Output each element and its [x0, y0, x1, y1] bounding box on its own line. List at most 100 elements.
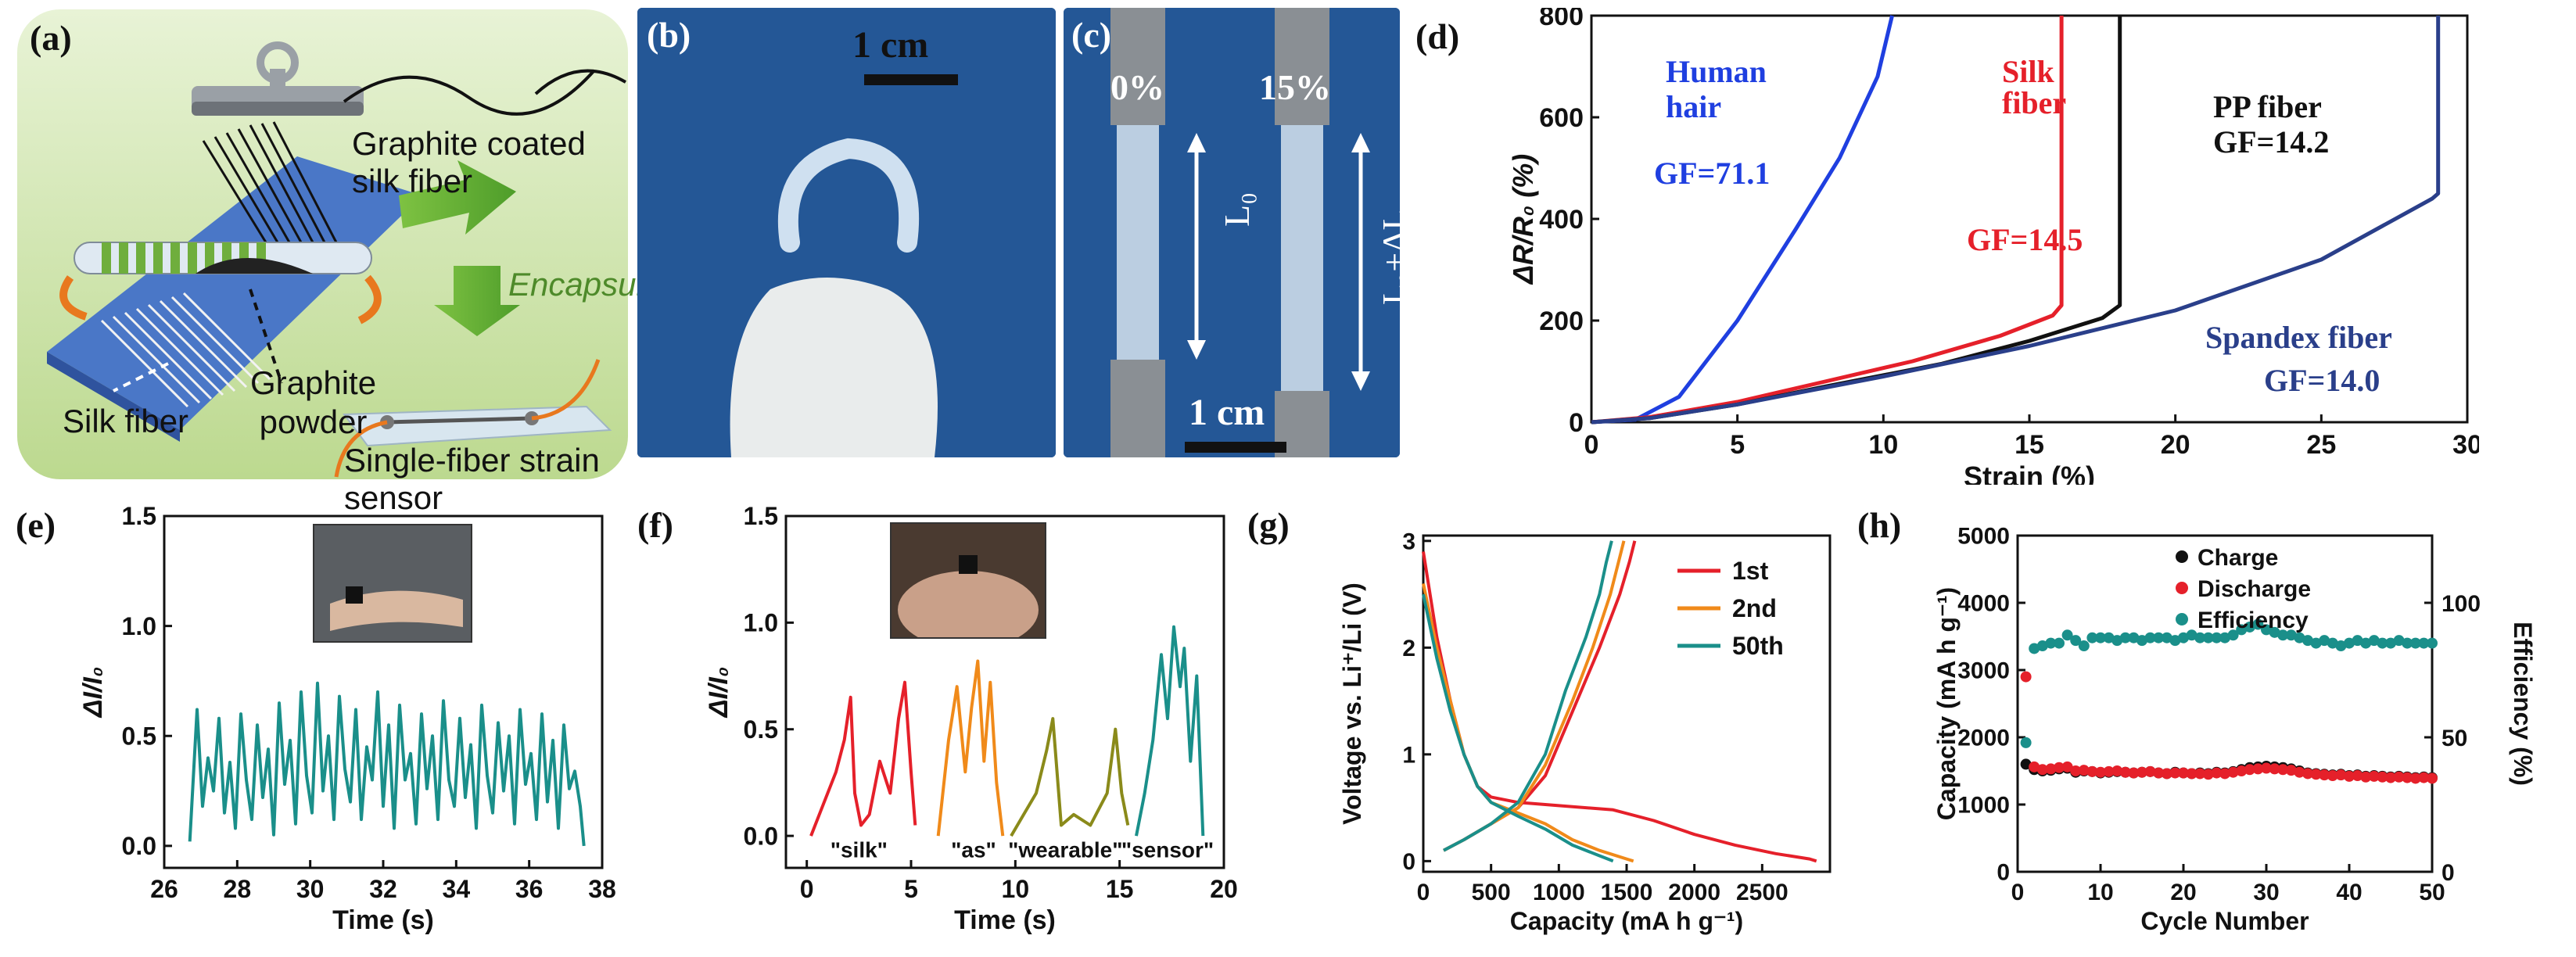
y2-tick-label: 50: [2441, 726, 2467, 751]
strain-test-drawing: [1064, 8, 1400, 457]
y-axis-label: ΔR/R₀ (%): [1507, 154, 1539, 285]
data-point-discharge: [2194, 768, 2206, 780]
x-axis-label: Cycle Number: [2140, 907, 2309, 935]
word-label: "silk": [831, 837, 888, 862]
data-point-discharge: [2302, 768, 2313, 780]
data-point-efficiency: [2352, 635, 2363, 647]
rotation-arrow-left: [59, 275, 88, 321]
data-point-discharge: [2409, 772, 2421, 784]
data-point-discharge: [2045, 763, 2057, 775]
voltage-curve-1st: [1422, 540, 1817, 863]
chart-g: 0 500 1000 1500 2000 2500 0 1 2 3 Capacity (mA h g…: [1338, 529, 1832, 935]
legend-label: 2nd: [1732, 594, 1777, 622]
y-tick-label: 400: [1539, 205, 1584, 235]
data-point-efficiency: [2344, 637, 2355, 649]
y-tick-label: 1.0: [744, 609, 778, 637]
data-point-efficiency: [2070, 635, 2082, 647]
panel-e-label: (e): [16, 505, 56, 545]
y-tick-label: 0.0: [122, 832, 156, 860]
data-point-discharge: [2219, 768, 2230, 780]
data-point-efficiency: [2227, 629, 2239, 641]
data-point-efficiency: [2061, 629, 2073, 641]
data-point-efficiency: [2103, 632, 2115, 643]
data-point-discharge: [2078, 765, 2090, 776]
legend-marker: [2176, 550, 2188, 563]
annotation-label: GF=14.2: [2213, 124, 2329, 160]
y2-tick-label: 100: [2441, 591, 2481, 617]
data-point-efficiency: [2277, 629, 2289, 641]
x-tick-label: 0: [1584, 430, 1599, 460]
annotation-label: Spandex fiber: [2205, 320, 2392, 355]
x-tick-label: 10: [1002, 875, 1030, 903]
annotation-label: hair: [1666, 89, 1721, 124]
data-point-discharge: [2153, 767, 2165, 779]
x-tick-label: 26: [150, 875, 178, 903]
data-point-discharge: [2137, 766, 2147, 778]
x-tick-label: 10: [2087, 880, 2113, 905]
data-point-efficiency: [2368, 635, 2380, 647]
plot-frame: [784, 514, 1225, 869]
voltage-curve-50th: [1422, 540, 1614, 863]
y-axis-label: Capacity (mA h g⁻¹): [1932, 587, 1961, 820]
data-point-efficiency: [2119, 632, 2131, 643]
rotation-arrow-right: [357, 274, 382, 324]
y-tick-label: 2000: [1957, 726, 2010, 751]
data-point-discharge: [2086, 765, 2098, 777]
legend-label: Discharge: [2197, 576, 2311, 602]
legend-label: 50th: [1732, 632, 1784, 660]
data-point-efficiency: [2244, 621, 2255, 633]
y-tick-label: 4000: [1957, 591, 2010, 617]
word-label: "sensor": [1121, 837, 1214, 862]
chart-d: 0 5 10 15 20 25 30 0 200 400 600 800 Strain (%) ΔR/R₀…: [1507, 8, 2479, 485]
annotation-label: GF=71.1: [1654, 156, 1770, 191]
y-tick-label: 0: [1402, 849, 1415, 875]
data-point-discharge: [2360, 771, 2372, 783]
data-point-efficiency: [2285, 629, 2297, 641]
x-tick-label: 500: [1472, 880, 1511, 905]
y-tick-label: 0.5: [122, 722, 156, 750]
x-tick-label: 30: [296, 875, 325, 903]
data-point-discharge: [2119, 766, 2131, 778]
annotation-label: Silk: [2002, 54, 2054, 89]
y-tick-label: 0: [1997, 860, 2010, 886]
strain-0-label: 0%: [1110, 67, 1164, 107]
data-point-efficiency: [2261, 624, 2272, 636]
y-tick-label: 0: [1569, 408, 1584, 438]
scale-bar-b: [864, 74, 958, 85]
data-point-efficiency: [2153, 632, 2165, 643]
x-tick-label: 1000: [1533, 880, 1585, 905]
panel-f-label: (f): [637, 505, 673, 545]
data-point-discharge: [2029, 761, 2040, 772]
plot-frame: [2016, 534, 2434, 873]
black-fiber-bundle: [202, 121, 338, 243]
bent-fiber-sensor: [777, 138, 920, 253]
green-arrow-right: [399, 160, 516, 235]
x-tick-label: 10: [1868, 430, 1898, 460]
data-point-efficiency: [2211, 632, 2223, 643]
x-tick-label: 25: [2306, 430, 2336, 460]
data-point-efficiency: [2202, 632, 2214, 643]
data-point-efficiency: [2319, 635, 2330, 647]
data-point-discharge: [2261, 762, 2272, 774]
data-point-discharge: [2352, 770, 2363, 782]
panel-b-photo: (b) 1 cm: [637, 8, 1056, 457]
data-point-efficiency: [2186, 629, 2197, 641]
panel-a: (a) Silk fiber Graphite powder Graphite …: [16, 8, 715, 516]
data-point-efficiency: [2086, 632, 2098, 643]
x-tick-label: 0: [800, 875, 814, 903]
data-point-discharge: [2335, 769, 2347, 781]
plot-frame: [1422, 534, 1832, 873]
data-point-efficiency: [2178, 632, 2189, 643]
graphite-label-line2: powder: [259, 403, 368, 440]
legend-marker: [2176, 613, 2188, 625]
word-label: "wearable": [1008, 837, 1122, 862]
data-point-discharge: [2393, 771, 2405, 783]
data-point-discharge: [2344, 770, 2355, 782]
data-point-efficiency: [2310, 637, 2322, 649]
data-point-discharge: [2202, 769, 2214, 780]
word-label: "as": [951, 837, 996, 862]
y-tick-label: 1.0: [122, 612, 156, 640]
data-point-efficiency: [2418, 637, 2430, 649]
y-tick-label: 1: [1402, 742, 1415, 768]
